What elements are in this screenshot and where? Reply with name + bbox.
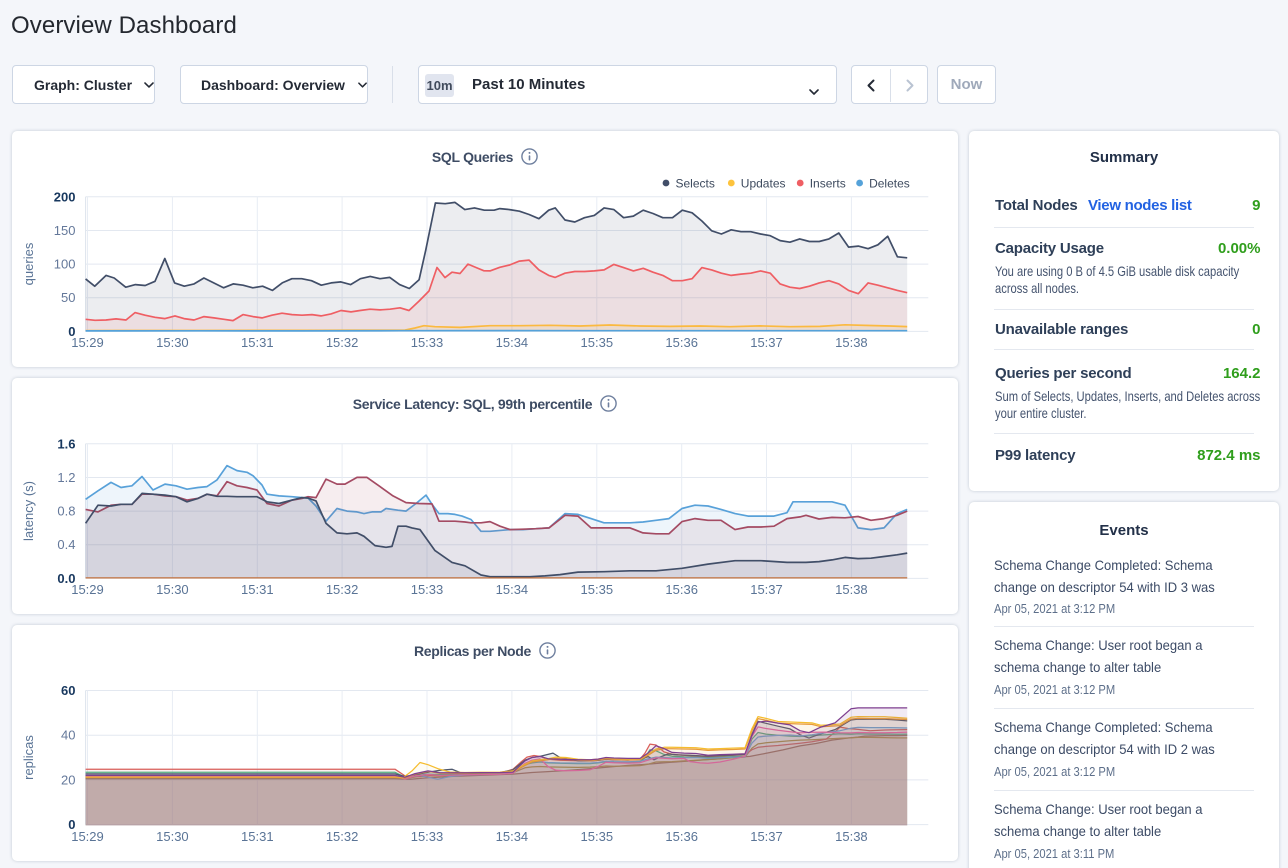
svg-text:15:37: 15:37 [750, 582, 783, 597]
svg-text:1.6: 1.6 [57, 436, 75, 451]
svg-text:15:29: 15:29 [71, 829, 104, 844]
svg-text:20: 20 [61, 772, 75, 787]
svg-text:15:36: 15:36 [665, 582, 698, 597]
svg-text:Deletes: Deletes [869, 177, 910, 191]
svg-text:15:30: 15:30 [156, 829, 189, 844]
svg-text:15:34: 15:34 [496, 582, 529, 597]
svg-text:15:37: 15:37 [750, 335, 783, 350]
svg-text:15:30: 15:30 [156, 335, 189, 350]
svg-text:15:30: 15:30 [156, 582, 189, 597]
svg-text:15:36: 15:36 [665, 335, 698, 350]
svg-text:0: 0 [68, 324, 75, 339]
svg-text:Inserts: Inserts [810, 177, 846, 191]
svg-text:15:29: 15:29 [71, 335, 104, 350]
svg-text:15:34: 15:34 [496, 335, 529, 350]
svg-text:100: 100 [54, 257, 76, 272]
svg-text:15:36: 15:36 [665, 829, 698, 844]
svg-text:replicas: replicas [21, 735, 36, 780]
svg-text:15:29: 15:29 [71, 582, 104, 597]
svg-text:0: 0 [68, 817, 75, 832]
svg-text:0.0: 0.0 [57, 571, 75, 586]
svg-text:15:38: 15:38 [835, 829, 868, 844]
svg-text:15:35: 15:35 [581, 335, 614, 350]
svg-text:Selects: Selects [676, 177, 715, 191]
svg-text:15:33: 15:33 [411, 582, 444, 597]
svg-text:Updates: Updates [741, 177, 786, 191]
svg-text:1.2: 1.2 [57, 470, 75, 485]
svg-text:15:32: 15:32 [326, 829, 359, 844]
svg-text:queries: queries [21, 242, 36, 285]
svg-text:15:31: 15:31 [241, 829, 274, 844]
svg-text:60: 60 [61, 683, 75, 698]
svg-text:0.4: 0.4 [57, 537, 75, 552]
svg-text:40: 40 [61, 728, 75, 743]
svg-text:15:31: 15:31 [241, 582, 274, 597]
svg-text:15:34: 15:34 [496, 829, 529, 844]
svg-text:15:35: 15:35 [581, 582, 614, 597]
svg-text:200: 200 [54, 189, 76, 204]
svg-text:150: 150 [54, 223, 76, 238]
svg-text:15:33: 15:33 [411, 829, 444, 844]
svg-text:15:32: 15:32 [326, 335, 359, 350]
svg-text:0.8: 0.8 [57, 504, 75, 519]
svg-text:50: 50 [61, 290, 75, 305]
svg-text:15:31: 15:31 [241, 335, 274, 350]
svg-text:15:32: 15:32 [326, 582, 359, 597]
svg-text:15:38: 15:38 [835, 335, 868, 350]
svg-text:15:35: 15:35 [581, 829, 614, 844]
svg-text:latency (s): latency (s) [21, 481, 36, 541]
svg-text:15:33: 15:33 [411, 335, 444, 350]
svg-text:15:37: 15:37 [750, 829, 783, 844]
svg-text:15:38: 15:38 [835, 582, 868, 597]
